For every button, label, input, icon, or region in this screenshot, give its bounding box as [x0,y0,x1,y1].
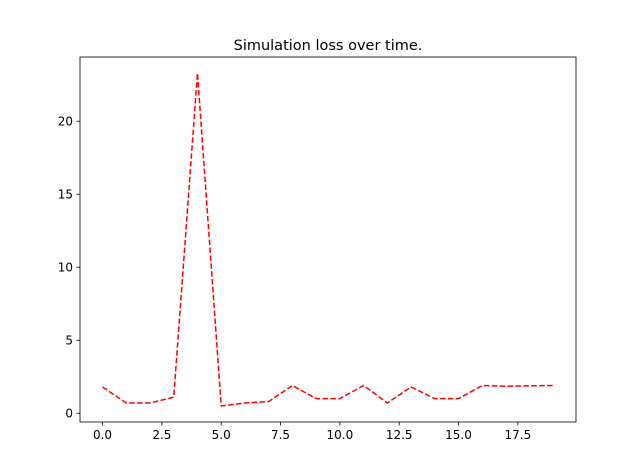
axes-frame [79,56,577,423]
y-tick-label: 20 [58,115,73,129]
y-tick-label: 10 [58,261,73,275]
x-tick-label: 0.0 [93,428,112,442]
axes: 0.0 2.5 5.0 7.5 10.0 12.5 15.0 17.5 0 5 10 15 20 [58,56,577,442]
x-tick-label: 5.0 [212,428,231,442]
x-tick-label: 12.5 [386,428,413,442]
x-tick-label: 10.0 [327,428,354,442]
chart-title: Simulation loss over time. [234,38,423,54]
x-tick-label: 2.5 [152,428,171,442]
x-tick-label: 15.0 [445,428,472,442]
x-tick-label: 17.5 [504,428,531,442]
series-line-0 [102,72,554,407]
y-tick-label: 15 [58,188,73,202]
plot-area [102,72,554,407]
y-tick-label: 5 [65,334,73,348]
x-tick-label: 7.5 [271,428,290,442]
y-tick-label: 0 [65,407,73,421]
